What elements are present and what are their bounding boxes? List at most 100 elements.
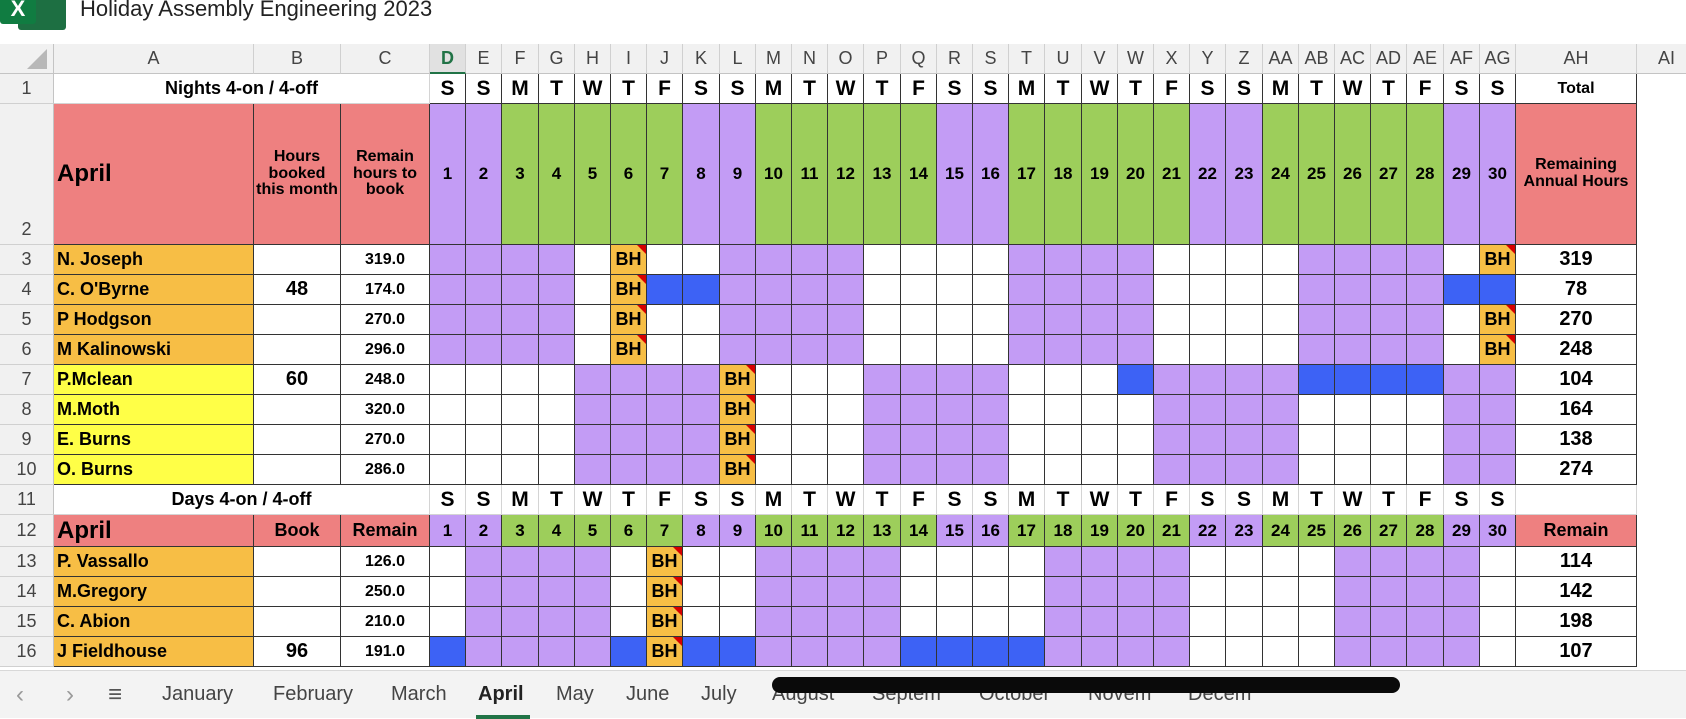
- day-cell[interactable]: [1407, 607, 1444, 637]
- day-cell[interactable]: [502, 577, 539, 607]
- day-cell[interactable]: [864, 365, 901, 395]
- day-cell[interactable]: [901, 395, 937, 425]
- row-header-12[interactable]: 12: [0, 515, 54, 547]
- weekday-header[interactable]: F: [1154, 74, 1190, 104]
- day-cell[interactable]: [1335, 547, 1371, 577]
- day-cell[interactable]: [1480, 637, 1516, 667]
- day-cell[interactable]: [466, 637, 502, 667]
- day-cell[interactable]: [1371, 245, 1407, 275]
- day-cell[interactable]: [1444, 577, 1480, 607]
- day-cell[interactable]: [1190, 305, 1226, 335]
- column-header-s[interactable]: S: [973, 44, 1009, 74]
- day-cell[interactable]: [1045, 607, 1082, 637]
- weekday-header[interactable]: F: [1154, 485, 1190, 515]
- weekday-header[interactable]: W: [828, 74, 864, 104]
- day-cell[interactable]: [1045, 275, 1082, 305]
- day-cell[interactable]: [1407, 425, 1444, 455]
- day-cell[interactable]: [1407, 577, 1444, 607]
- day-cell[interactable]: [1263, 425, 1299, 455]
- weekday-header[interactable]: S: [466, 485, 502, 515]
- weekday-header[interactable]: W: [828, 485, 864, 515]
- employee-name[interactable]: M.Moth: [54, 395, 254, 425]
- column-header-r[interactable]: R: [937, 44, 973, 74]
- day-number[interactable]: 9: [720, 104, 756, 245]
- column-header-ah[interactable]: AH: [1516, 44, 1637, 74]
- day-cell[interactable]: [1118, 275, 1154, 305]
- hours-booked-header[interactable]: Hours booked this month: [254, 104, 341, 245]
- day-number[interactable]: 30: [1480, 515, 1516, 547]
- weekday-header[interactable]: T: [539, 74, 575, 104]
- day-cell[interactable]: [756, 365, 792, 395]
- sheet-tab-may[interactable]: May: [556, 683, 594, 705]
- weekday-header[interactable]: T: [864, 485, 901, 515]
- day-cell[interactable]: [539, 365, 575, 395]
- day-cell[interactable]: [1045, 245, 1082, 275]
- day-cell[interactable]: [430, 455, 466, 485]
- day-cell[interactable]: [973, 335, 1009, 365]
- day-cell[interactable]: [1407, 305, 1444, 335]
- day-cell[interactable]: [973, 305, 1009, 335]
- day-number[interactable]: 3: [502, 515, 539, 547]
- day-cell[interactable]: [1226, 275, 1263, 305]
- day-cell[interactable]: [611, 425, 647, 455]
- day-cell[interactable]: [683, 305, 720, 335]
- column-header-e[interactable]: E: [466, 44, 502, 74]
- bank-holiday-cell[interactable]: BH: [647, 607, 683, 637]
- weekday-header[interactable]: S: [430, 74, 466, 104]
- weekday-header[interactable]: T: [1045, 74, 1082, 104]
- day-cell[interactable]: [1335, 607, 1371, 637]
- day-cell[interactable]: [466, 305, 502, 335]
- column-header-x[interactable]: X: [1154, 44, 1190, 74]
- day-cell[interactable]: [611, 577, 647, 607]
- day-number[interactable]: 11: [792, 515, 828, 547]
- total-header[interactable]: Total: [1516, 74, 1637, 104]
- day-cell[interactable]: [466, 607, 502, 637]
- column-header-y[interactable]: Y: [1190, 44, 1226, 74]
- day-number[interactable]: 4: [539, 104, 575, 245]
- day-cell[interactable]: [1444, 275, 1480, 305]
- column-header-j[interactable]: J: [647, 44, 683, 74]
- day-cell[interactable]: [937, 425, 973, 455]
- day-number[interactable]: 5: [575, 515, 611, 547]
- row-header-13[interactable]: 13: [0, 547, 54, 577]
- day-cell[interactable]: [1407, 365, 1444, 395]
- day-cell[interactable]: [430, 607, 466, 637]
- day-number[interactable]: 8: [683, 515, 720, 547]
- day-cell[interactable]: [1407, 547, 1444, 577]
- day-cell[interactable]: [1190, 425, 1226, 455]
- weekday-header[interactable]: S: [720, 485, 756, 515]
- remaining-total[interactable]: 114: [1516, 547, 1637, 577]
- day-cell[interactable]: [756, 245, 792, 275]
- day-cell[interactable]: [828, 547, 864, 577]
- day-cell[interactable]: [539, 245, 575, 275]
- day-cell[interactable]: [1480, 607, 1516, 637]
- employee-name[interactable]: P.Mclean: [54, 365, 254, 395]
- column-header-ae[interactable]: AE: [1407, 44, 1444, 74]
- day-number[interactable]: 12: [828, 104, 864, 245]
- day-cell[interactable]: [1371, 275, 1407, 305]
- column-header-i[interactable]: I: [611, 44, 647, 74]
- weekday-header[interactable]: M: [1263, 485, 1299, 515]
- day-cell[interactable]: [683, 455, 720, 485]
- day-cell[interactable]: [1444, 245, 1480, 275]
- weekday-header[interactable]: W: [1335, 485, 1371, 515]
- day-cell[interactable]: [973, 245, 1009, 275]
- weekday-header[interactable]: S: [973, 485, 1009, 515]
- day-cell[interactable]: [1190, 547, 1226, 577]
- row-header-6[interactable]: 6: [0, 335, 54, 365]
- day-cell[interactable]: [1118, 455, 1154, 485]
- day-cell[interactable]: [647, 425, 683, 455]
- day-cell[interactable]: [502, 245, 539, 275]
- weekday-header[interactable]: S: [683, 74, 720, 104]
- column-header-ab[interactable]: AB: [1299, 44, 1335, 74]
- day-cell[interactable]: [683, 637, 720, 667]
- weekday-header[interactable]: T: [611, 74, 647, 104]
- day-cell[interactable]: [1118, 637, 1154, 667]
- weekday-header[interactable]: S: [1444, 74, 1480, 104]
- day-cell[interactable]: [575, 425, 611, 455]
- day-cell[interactable]: [683, 577, 720, 607]
- weekday-header[interactable]: S: [973, 74, 1009, 104]
- day-cell[interactable]: [756, 547, 792, 577]
- weekday-header[interactable]: T: [611, 485, 647, 515]
- employee-name[interactable]: E. Burns: [54, 425, 254, 455]
